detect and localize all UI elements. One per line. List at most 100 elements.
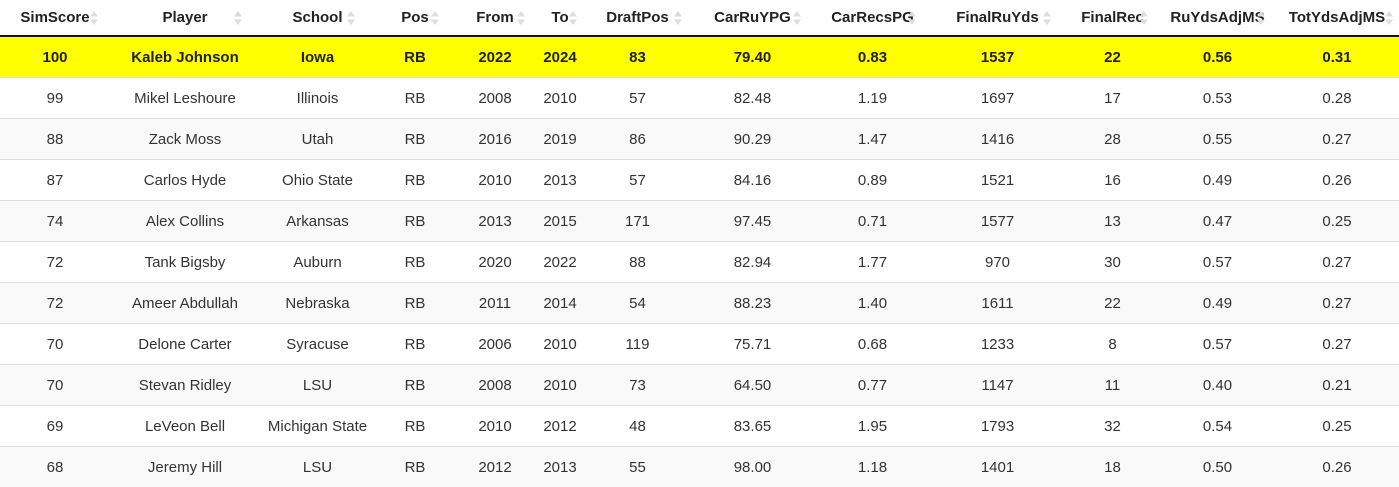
cell-finalruyds: 1611: [930, 283, 1065, 324]
column-header-label: RuYdsAdjMS: [1170, 9, 1264, 26]
sort-icon[interactable]: [431, 11, 439, 25]
cell-from: 2008: [455, 365, 535, 406]
cell-ruydsadjms: 0.49: [1160, 160, 1275, 201]
cell-draftpos: 83: [585, 36, 690, 78]
sort-icon[interactable]: [1257, 11, 1265, 25]
cell-carrecspg: 1.77: [815, 242, 930, 283]
cell-ruydsadjms: 0.50: [1160, 447, 1275, 487]
column-header-label: CarRecsPG: [831, 9, 914, 26]
sort-icon[interactable]: [569, 11, 577, 25]
cell-from: 2022: [455, 36, 535, 78]
cell-school: Auburn: [260, 242, 375, 283]
cell-from: 2010: [455, 160, 535, 201]
sort-icon[interactable]: [793, 11, 801, 25]
cell-school: Utah: [260, 119, 375, 160]
cell-finalruyds: 1401: [930, 447, 1065, 487]
column-header-player[interactable]: Player: [110, 0, 260, 36]
column-header-label: Player: [162, 9, 207, 26]
cell-carrecspg: 1.95: [815, 406, 930, 447]
cell-simscore: 72: [0, 242, 110, 283]
cell-from: 2010: [455, 406, 535, 447]
cell-carrecspg: 0.77: [815, 365, 930, 406]
column-header-label: To: [551, 9, 568, 26]
sort-icon[interactable]: [1140, 11, 1148, 25]
cell-totydsadjms: 0.28: [1275, 78, 1399, 119]
cell-ruydsadjms: 0.40: [1160, 365, 1275, 406]
cell-simscore: 72: [0, 283, 110, 324]
column-header-label: TotYdsAdjMS: [1289, 9, 1385, 26]
cell-school: Ohio State: [260, 160, 375, 201]
cell-player: Jeremy Hill: [110, 447, 260, 487]
sort-icon[interactable]: [234, 11, 242, 25]
cell-finalrec: 22: [1065, 283, 1160, 324]
sort-icon[interactable]: [674, 11, 682, 25]
cell-player: Delone Carter: [110, 324, 260, 365]
cell-carrecspg: 1.19: [815, 78, 930, 119]
column-header-to[interactable]: To: [535, 0, 585, 36]
column-header-finalrec[interactable]: FinalRec: [1065, 0, 1160, 36]
cell-player: Kaleb Johnson: [110, 36, 260, 78]
cell-to: 2013: [535, 447, 585, 487]
cell-to: 2010: [535, 365, 585, 406]
column-header-ruydsadjms[interactable]: RuYdsAdjMS: [1160, 0, 1275, 36]
cell-finalruyds: 1537: [930, 36, 1065, 78]
cell-school: LSU: [260, 447, 375, 487]
cell-carruypg: 90.29: [690, 119, 815, 160]
cell-totydsadjms: 0.27: [1275, 242, 1399, 283]
cell-school: Nebraska: [260, 283, 375, 324]
column-header-label: SimScore: [20, 9, 89, 26]
cell-school: Illinois: [260, 78, 375, 119]
cell-carrecspg: 0.68: [815, 324, 930, 365]
column-header-carruypg[interactable]: CarRuYPG: [690, 0, 815, 36]
cell-finalruyds: 1416: [930, 119, 1065, 160]
cell-finalrec: 17: [1065, 78, 1160, 119]
cell-carruypg: 75.71: [690, 324, 815, 365]
column-header-label: School: [292, 9, 342, 26]
column-header-totydsadjms[interactable]: TotYdsAdjMS: [1275, 0, 1399, 36]
column-header-label: FinalRuYds: [956, 9, 1039, 26]
cell-pos: RB: [375, 406, 455, 447]
column-header-from[interactable]: From: [455, 0, 535, 36]
cell-carruypg: 83.65: [690, 406, 815, 447]
column-header-simscore[interactable]: SimScore: [0, 0, 110, 36]
cell-draftpos: 57: [585, 78, 690, 119]
column-header-draftpos[interactable]: DraftPos: [585, 0, 690, 36]
cell-carruypg: 64.50: [690, 365, 815, 406]
sort-icon[interactable]: [90, 11, 98, 25]
sort-icon[interactable]: [347, 11, 355, 25]
sort-icon[interactable]: [517, 11, 525, 25]
cell-carrecspg: 0.89: [815, 160, 930, 201]
cell-player: Carlos Hyde: [110, 160, 260, 201]
cell-player: Zack Moss: [110, 119, 260, 160]
sort-icon[interactable]: [1385, 11, 1393, 25]
cell-draftpos: 119: [585, 324, 690, 365]
cell-finalruyds: 1697: [930, 78, 1065, 119]
cell-pos: RB: [375, 447, 455, 487]
column-header-finalruyds[interactable]: FinalRuYds: [930, 0, 1065, 36]
sort-icon[interactable]: [908, 11, 916, 25]
column-header-school[interactable]: School: [260, 0, 375, 36]
sort-icon[interactable]: [1043, 11, 1051, 25]
cell-simscore: 74: [0, 201, 110, 242]
cell-finalruyds: 1521: [930, 160, 1065, 201]
cell-draftpos: 55: [585, 447, 690, 487]
cell-carrecspg: 1.40: [815, 283, 930, 324]
column-header-pos[interactable]: Pos: [375, 0, 455, 36]
column-header-carrecspg[interactable]: CarRecsPG: [815, 0, 930, 36]
cell-totydsadjms: 0.31: [1275, 36, 1399, 78]
cell-simscore: 99: [0, 78, 110, 119]
cell-draftpos: 48: [585, 406, 690, 447]
cell-school: Arkansas: [260, 201, 375, 242]
cell-draftpos: 88: [585, 242, 690, 283]
column-header-label: DraftPos: [606, 9, 669, 26]
cell-simscore: 87: [0, 160, 110, 201]
cell-ruydsadjms: 0.56: [1160, 36, 1275, 78]
cell-from: 2020: [455, 242, 535, 283]
cell-ruydsadjms: 0.57: [1160, 324, 1275, 365]
cell-carruypg: 82.94: [690, 242, 815, 283]
